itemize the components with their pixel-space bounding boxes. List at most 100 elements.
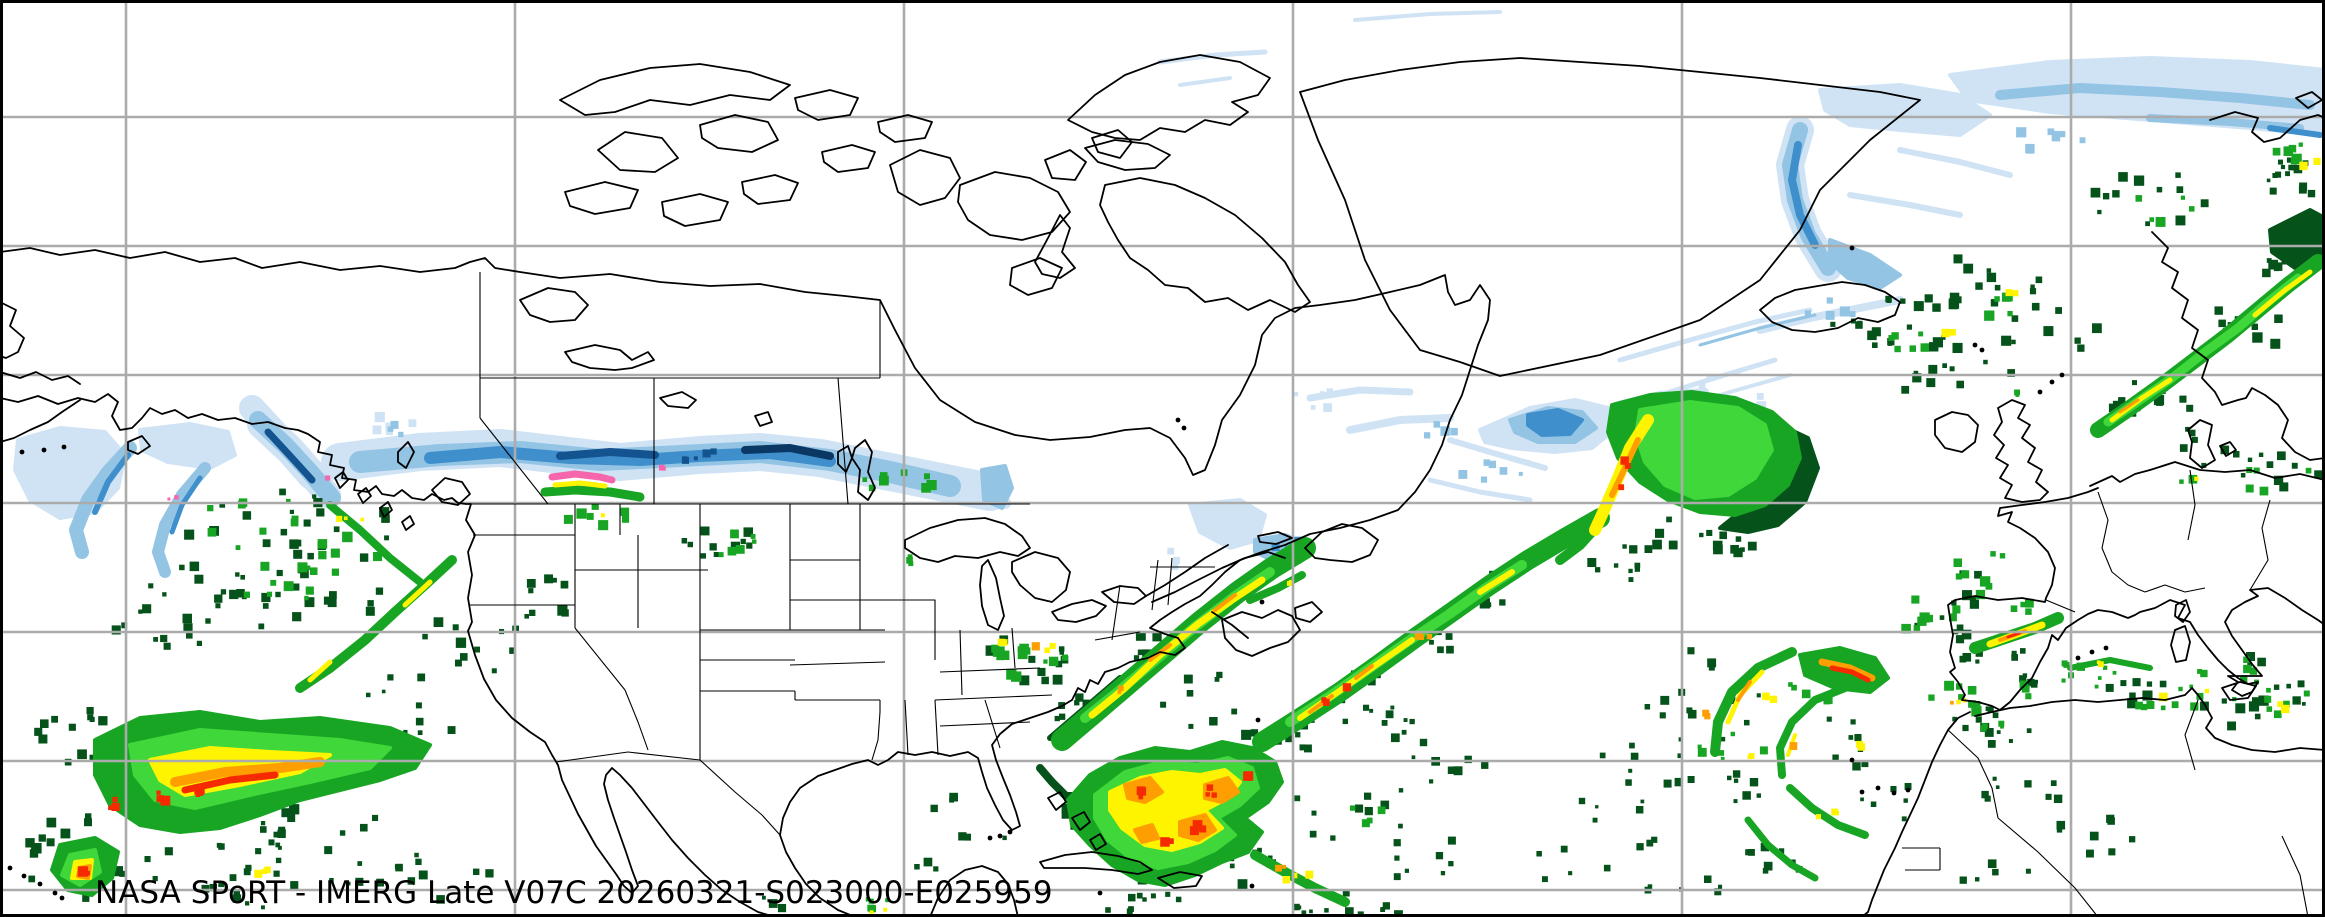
coastline-path <box>1039 851 1153 875</box>
precip-cells-g2 <box>2135 195 2195 227</box>
coastline-path <box>1011 551 1071 603</box>
precip-blob-s1 <box>1818 83 1992 137</box>
precip-band-s1 <box>1447 437 1548 471</box>
border-path <box>2144 584 2206 593</box>
border-path <box>699 759 781 836</box>
precip-band-s2 <box>152 462 211 578</box>
border-path <box>934 699 939 756</box>
coastline-path <box>1047 791 1067 811</box>
precip-cells-g2 <box>2019 680 2032 700</box>
precip-cells-g2 <box>2179 474 2198 484</box>
coastline-path <box>1759 281 1901 333</box>
precip-cells-gd <box>2273 680 2306 706</box>
island-dot <box>2075 655 2081 661</box>
coastline-path <box>2219 441 2237 457</box>
coastline-path <box>1861 711 1971 917</box>
coastline-path <box>1071 811 1091 831</box>
precip-cells-yl <box>1856 740 1866 751</box>
island-dot <box>59 895 65 901</box>
precip-cells-yl <box>2194 476 2199 481</box>
precip-cells-gd <box>2266 157 2303 183</box>
border-path <box>939 721 1031 727</box>
precip-cells-gd <box>1599 742 1683 788</box>
coastline-path <box>929 865 1019 917</box>
precip-band-or <box>1213 593 1237 612</box>
precip-cells-yl <box>2005 289 2019 297</box>
island-dot <box>2049 379 2055 385</box>
precip-blob-s1 <box>138 422 237 470</box>
precip-cells-or <box>1117 685 1124 695</box>
precip-cells-g2 <box>1980 720 2005 732</box>
precip-cells-g2 <box>1697 731 1768 761</box>
precip-cells-rd <box>194 784 205 797</box>
coastline-path <box>401 515 415 531</box>
island-dot <box>2059 372 2065 378</box>
precip-cells-s2 <box>387 420 404 438</box>
island-dot <box>7 865 13 871</box>
precip-band-s3 <box>2267 125 2323 138</box>
coastline-path <box>397 441 415 469</box>
precip-band-g2 <box>326 501 424 586</box>
precip-band-or <box>170 757 325 787</box>
border-path <box>1997 817 2099 917</box>
border-path <box>789 661 886 666</box>
coastline-path <box>1993 399 2049 503</box>
precip-cells-g2 <box>865 897 890 913</box>
coastline-path <box>1221 609 1301 657</box>
precip-cells-rd <box>1342 683 1352 692</box>
precip-cells-yl <box>600 513 605 518</box>
coastline-path <box>0 301 25 359</box>
precip-band-g2 <box>1710 647 1797 757</box>
island-dot <box>2089 649 2095 655</box>
island-dot <box>1849 757 1855 763</box>
precip-cells-g2 <box>1901 595 1961 634</box>
coastline-path <box>741 174 799 205</box>
precip-cells-gd <box>1294 788 1404 841</box>
precip-blob-s2 <box>980 464 1014 510</box>
coastline-path <box>2151 231 2325 461</box>
island-dot <box>2103 645 2109 651</box>
precip-cells-gd <box>1536 845 1611 883</box>
precip-cells-g2 <box>906 554 914 567</box>
precip-cells-pk <box>658 464 666 471</box>
coastline-path <box>597 131 679 173</box>
precip-band-g2 <box>1250 850 1350 907</box>
precip-cells-gd <box>1981 776 2063 803</box>
coastline-path <box>1044 149 1087 181</box>
precip-cells-yl <box>2096 660 2104 668</box>
coastline-path <box>979 559 1005 631</box>
precip-band-s4 <box>556 448 659 460</box>
precip-cells-rd <box>1620 456 1631 469</box>
precip-band-s1 <box>1897 147 2013 178</box>
coastline-path <box>0 399 81 443</box>
precip-cells-g2 <box>1888 331 1929 353</box>
precip-cells-gd <box>958 832 1007 841</box>
precip-band-g2 <box>1744 816 1819 882</box>
border-path <box>939 667 1041 673</box>
precip-band-s3 <box>169 475 203 535</box>
precip-cells-gd <box>1959 859 2031 884</box>
precip-cells-gd <box>1959 648 2026 664</box>
precip-band-rd <box>1829 665 1871 683</box>
island-dot <box>2037 389 2043 395</box>
precip-cells-s4 <box>681 448 717 464</box>
precip-cells-yl <box>1747 753 1755 760</box>
precip-cells-yl <box>1282 870 1314 884</box>
coastline-path <box>431 477 471 506</box>
precip-band-or <box>2118 398 2140 414</box>
border-path <box>871 700 881 761</box>
precip-band-s4 <box>264 428 316 484</box>
precip-cells-s2 <box>2016 127 2086 154</box>
precip-cells-pk <box>325 475 331 481</box>
coastline-path <box>2170 625 2191 663</box>
coastline-path <box>1101 585 1147 605</box>
precip-band-pk <box>548 470 616 484</box>
border-path <box>2045 599 2076 613</box>
coastline-path <box>889 149 961 206</box>
precip-cells-gd <box>1948 254 2043 310</box>
precip-cells-gd <box>930 792 958 813</box>
border-path <box>627 751 701 761</box>
